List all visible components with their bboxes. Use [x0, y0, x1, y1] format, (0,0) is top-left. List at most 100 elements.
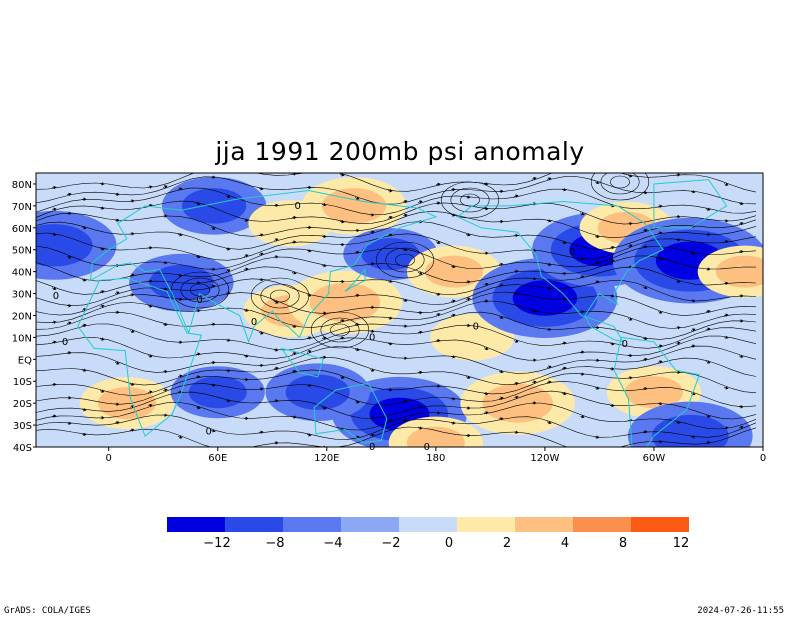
streamline-arrow	[657, 360, 663, 364]
streamline-arrow	[609, 294, 615, 298]
streamline-arrow	[465, 232, 471, 237]
streamline-arrow	[243, 308, 249, 313]
streamline-arrow	[402, 298, 408, 303]
streamline-gyre	[375, 241, 435, 279]
streamline-arrow	[243, 267, 249, 271]
streamline-arrow	[291, 415, 297, 419]
streamline-arrow	[579, 211, 585, 216]
streamline-arrow	[81, 407, 87, 412]
streamline-arrow	[177, 187, 183, 191]
streamline-arrow	[594, 386, 600, 390]
streamline-arrow	[498, 417, 504, 421]
streamline-arrow	[66, 421, 72, 425]
streamline-arrow	[114, 291, 120, 295]
streamline-arrow	[561, 187, 567, 192]
streamline-arrow	[417, 330, 423, 335]
y-axis: 80N 70N 60N 50N 40N 30N 20N 10N EQ 10S 20S 30S 40S	[12, 180, 36, 454]
streamline-arrow	[642, 285, 648, 290]
streamline-arrow	[546, 177, 552, 181]
streamline-arrow	[354, 250, 360, 255]
streamline-arrow	[258, 277, 264, 282]
colorbar-label: −12	[203, 536, 230, 551]
streamline-arrow	[129, 199, 135, 203]
streamline-arrow	[417, 200, 423, 204]
streamline-arrow	[195, 352, 201, 356]
streamline-arrow	[611, 446, 615, 447]
streamline-arrow	[243, 218, 249, 223]
streamline-gyre	[450, 187, 490, 213]
streamline-gyre	[310, 311, 370, 349]
streamline-arrow	[705, 327, 711, 331]
anomaly-patch	[181, 188, 247, 224]
streamline-arrow	[306, 336, 312, 340]
y-tick-label: 20N	[12, 311, 32, 322]
streamline-arrow	[291, 369, 297, 374]
streamline	[36, 278, 757, 307]
streamline-arrow	[738, 354, 744, 359]
streamline-arrow	[147, 185, 153, 189]
streamline-arrow	[177, 273, 183, 278]
colorbar-label: 4	[561, 536, 569, 551]
streamline-arrow	[147, 203, 153, 208]
colorbar-swatch	[341, 517, 399, 532]
coastline	[313, 382, 388, 444]
streamline-arrow	[690, 328, 696, 332]
streamline-arrow	[225, 194, 231, 199]
colorbar-label: 2	[503, 536, 511, 551]
y-tick-label: EQ	[18, 355, 32, 366]
streamline-arrow	[483, 346, 489, 351]
streamline-arrow	[402, 418, 408, 423]
streamline	[36, 176, 757, 205]
streamline-arrow	[245, 173, 249, 174]
streamline-arrow	[225, 291, 231, 296]
streamline-arrow	[129, 428, 135, 432]
streamline-arrow	[561, 366, 567, 371]
streamline-arrow	[642, 228, 648, 233]
streamline-arrow	[465, 375, 471, 380]
streamline-arrow	[561, 341, 567, 345]
streamline-arrow	[162, 369, 168, 374]
anomaly-patch	[512, 280, 578, 316]
y-tick-label: 20S	[13, 399, 32, 410]
streamline-gyre	[270, 289, 290, 303]
streamline-arrow	[675, 420, 681, 425]
colorbar-label: 0	[445, 536, 453, 551]
streamline-arrow	[273, 366, 279, 371]
streamline-arrow	[81, 278, 87, 282]
plot-frame	[35, 172, 764, 448]
streamline-arrow	[561, 391, 567, 396]
streamline-arrow	[339, 219, 345, 224]
streamline-arrow	[99, 181, 105, 186]
streamline-arrow	[291, 324, 297, 329]
chart-title: jja 1991 200mb psi anomaly	[215, 137, 585, 166]
streamline-gyre	[330, 323, 350, 337]
colorbar-swatch	[225, 517, 283, 532]
streamline-arrow	[99, 304, 105, 309]
streamline-arrow	[738, 221, 744, 226]
coastline	[613, 336, 701, 447]
streamline-arrow	[657, 310, 663, 314]
streamline-arrow	[321, 263, 327, 268]
streamline-arrow	[387, 233, 393, 237]
streamline-arrow	[51, 232, 57, 237]
streamline-arrow	[243, 354, 249, 358]
streamline-arrow	[369, 433, 375, 438]
streamline-arrow	[723, 239, 729, 244]
streamline-arrow	[417, 271, 423, 275]
colorbar-label: 8	[619, 536, 627, 551]
streamline-arrow	[402, 213, 408, 218]
streamline-arrow	[450, 421, 456, 425]
streamline-arrow	[354, 400, 360, 404]
streamline-arrow	[387, 215, 393, 220]
streamline	[36, 210, 757, 239]
streamline-arrow	[258, 430, 264, 435]
anomaly-patch	[309, 282, 381, 322]
streamline-arrow	[483, 411, 489, 415]
streamline-arrow	[195, 254, 201, 259]
streamline-arrow	[531, 176, 537, 181]
streamline-arrow	[258, 187, 264, 191]
contour-label: 0	[205, 427, 211, 438]
streamline-arrow	[273, 238, 279, 242]
streamline-gyre	[250, 277, 310, 315]
streamline-arrow	[81, 323, 87, 328]
